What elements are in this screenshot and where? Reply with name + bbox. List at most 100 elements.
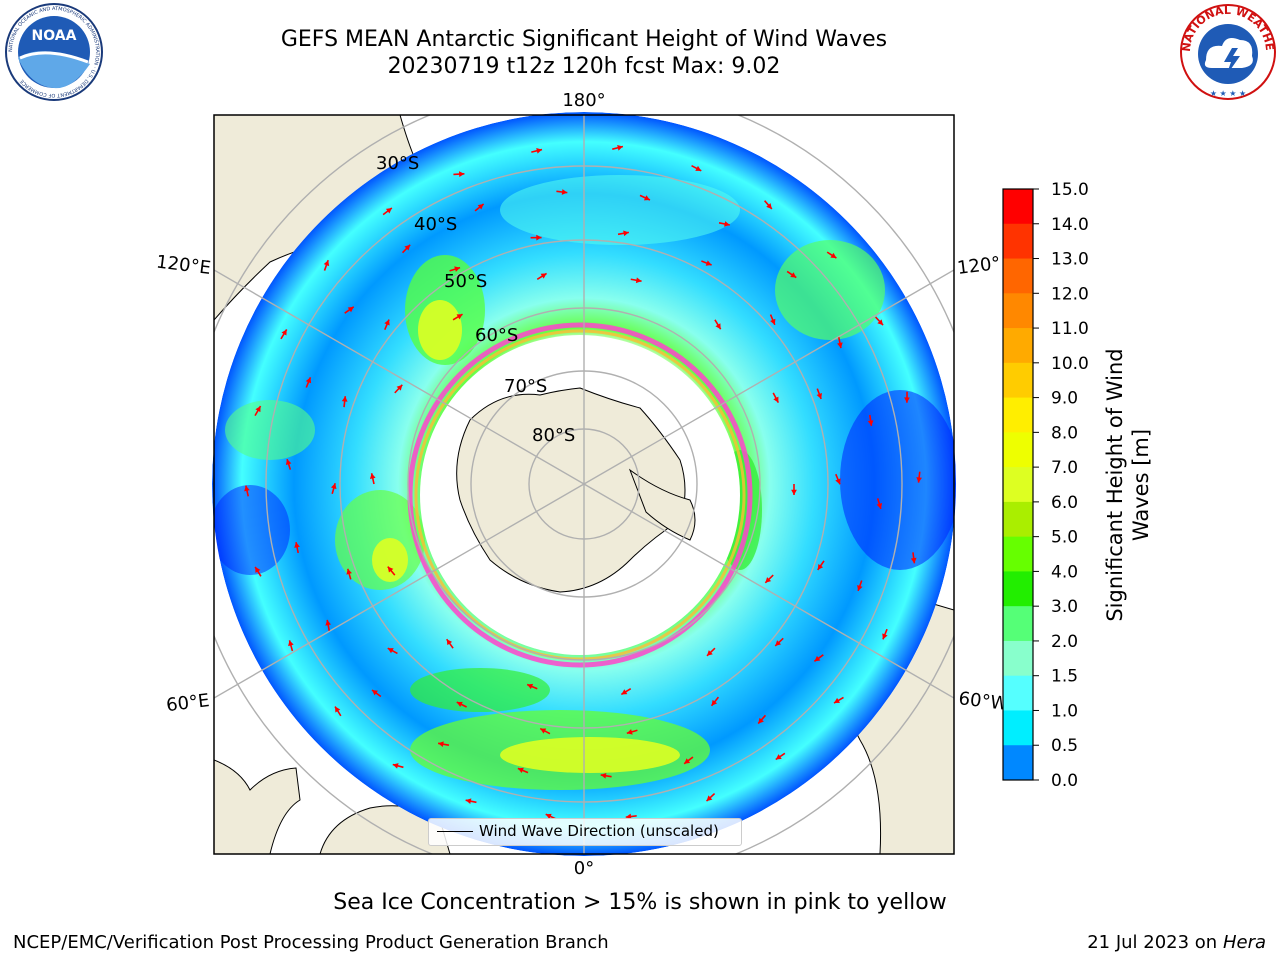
wave-arrow-head [323,260,330,267]
colorbar-tick-label: 13.0 [1051,250,1089,270]
colorbar-tick-label: 1.5 [1051,667,1078,687]
colorbar-tick-label: 9.0 [1051,389,1078,409]
wave-arrow-head [369,473,376,480]
wave-arrow-head [454,266,461,272]
colorbar-band [1003,328,1033,364]
wave-arrow-head [695,165,702,171]
wave-arrow-head [857,584,863,591]
colorbar-band [1003,189,1033,225]
wave-arrow-head [817,563,824,570]
wave-arrow-head [706,795,713,802]
wave-arrow-head [517,767,524,774]
wave-arrow-head [617,145,623,151]
wave-arrow-head [837,342,843,349]
wind-wave-arrows [244,145,922,820]
wave-arrow-head [791,489,797,495]
wave-arrow-head [882,633,888,640]
colorbar-tick-label: 11.0 [1051,319,1089,339]
wave-arrow-head [684,758,691,764]
wave-arrow-head [281,329,287,336]
colorbar-tick-label: 7.0 [1051,458,1078,478]
wave-arrow-head [775,640,782,646]
wave-arrow-head [623,230,629,237]
footer-branch: NCEP/EMC/Verification Post Processing Pr… [13,932,609,953]
wave-arrow-head [758,717,764,724]
colorbar-band [1003,536,1033,572]
wave-arrow-head [904,397,910,403]
colorbar-tick-label: 6.0 [1051,493,1078,513]
colorbar-band [1003,571,1033,607]
colorbar-tick-label: 2.0 [1051,632,1078,652]
wave-arrow-head [540,728,547,734]
wave-arrow-head [705,260,712,266]
wave-arrow-head [715,323,721,330]
colorbar-tick-label: 10.0 [1051,354,1089,374]
graticule [214,115,954,854]
wave-arrow-head [330,483,337,490]
colorbar-band [1003,293,1033,329]
wave-arrow-head [711,699,718,706]
wave-arrow-head [255,566,261,573]
colorbar-band [1003,640,1033,677]
colorbar-band [1003,362,1033,399]
colorbar-band [1003,710,1033,746]
sea-ice-note: Sea Ice Concentration > 15% is shown in … [333,890,947,915]
footer-date: 21 Jul 2023 on Hera [1087,932,1266,953]
colorbar-band [1003,258,1033,294]
wave-arrow-head [540,273,547,279]
wave-arrow-head [446,639,453,646]
wave-arrow-head [372,689,378,696]
colorbar-tick-label: 5.0 [1051,528,1078,548]
wave-arrow-head [285,459,292,466]
colorbar-band [1003,745,1033,781]
legend-line-swatch [437,831,473,832]
wave-arrow-head [910,557,917,564]
wave-arrow-head [621,689,628,695]
wave-arrow-head [527,683,534,690]
wave-arrow-head [536,148,543,154]
wave-arrow-head [346,568,352,575]
wave-arrow-head [465,798,472,805]
wave-arrow-head [830,252,837,259]
colorbar-band [1003,432,1033,468]
wave-arrow-head [790,272,797,278]
colorbar-tick-label: 14.0 [1051,215,1089,235]
wave-arrow-head [545,813,552,820]
wave-arrow-head [643,195,650,201]
wave-arrow-head [404,244,411,251]
wave-arrow-head [724,221,730,227]
colorbar-band [1003,501,1033,538]
colorbar-tick-label: 0.5 [1051,736,1078,756]
wave-arrow-head [876,502,883,509]
colorbar-tick-label: 3.0 [1051,597,1078,617]
wave-arrow-head [766,203,772,209]
wave-arrow-head [244,485,250,492]
wave-arrow-head [335,706,341,713]
colorbar-tick-label: 12.0 [1051,284,1089,304]
lat-label-40s: 40°S [414,214,457,235]
legend-label: Wind Wave Direction (unscaled) [479,822,719,840]
wave-arrow-head [814,655,821,662]
wave-arrow-head [456,314,463,320]
colorbar-tick-label: 1.0 [1051,701,1078,721]
wave-arrow-head [384,319,390,326]
colorbar-title: Significant Height of Wind Waves [m] [1103,348,1153,622]
colorbar-band [1003,397,1033,433]
wave-arrow-head [625,813,632,820]
lon-label-120w: 120° [956,253,1002,279]
wave-arrow-head [770,318,776,325]
lat-label-60s: 60°S [475,325,518,346]
wave-arrow-head [325,619,332,626]
lat-label-80s: 80°S [532,425,575,446]
wave-arrow-head [773,396,779,403]
colorbar-tick-label: 15.0 [1051,180,1089,200]
wave-arrow-head [477,204,484,210]
wave-arrow-head [456,701,463,708]
colorbar-tick-label: 8.0 [1051,423,1078,443]
wave-arrow-head [294,542,300,548]
chart-title: GEFS MEAN Antarctic Significant Height o… [280,27,888,52]
wave-arrow-head [392,763,399,769]
wave-arrow-head [916,477,922,483]
